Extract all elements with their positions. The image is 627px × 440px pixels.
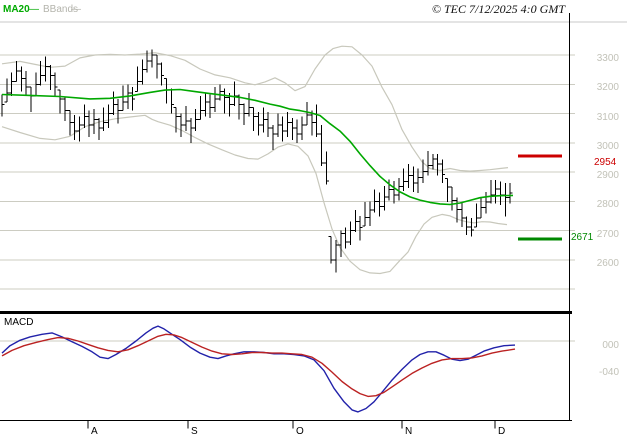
price-axis-label: 3000: [596, 140, 619, 152]
price-axis-label: 3200: [596, 82, 619, 94]
month-label: S: [191, 426, 198, 437]
price-axis-label: 2800: [596, 199, 619, 211]
price-axis-label: 3100: [596, 111, 619, 123]
macd-panel-title: MACD: [4, 317, 34, 328]
ma20-line: [1, 88, 514, 206]
macd-signal-line: [1, 333, 516, 398]
month-label: A: [91, 426, 98, 437]
price-axis-label: 2700: [596, 228, 619, 240]
price-axis-label: 3300: [596, 53, 619, 64]
month-label: D: [498, 426, 506, 437]
legend-bbands-swatch: —: [71, 4, 81, 15]
copyright-text: © TEC 7/12/2025 4:0 GMT: [431, 2, 565, 16]
month-label: N: [405, 426, 413, 437]
legend-bbands-label: BBands: [43, 4, 79, 15]
price-axis-label: 2900: [596, 170, 619, 181]
macd-axis-label: 000: [602, 340, 619, 351]
support-level-label: 2671: [571, 232, 594, 243]
price-axis-label: 2600: [596, 257, 619, 269]
macd-axis-label: -040: [598, 367, 619, 378]
month-label: O: [296, 426, 304, 437]
legend-ma20-label: MA20: [3, 4, 30, 15]
bollinger-upper-band: [1, 45, 509, 172]
macd-macd-line: [1, 325, 516, 413]
resistance-level-label: 2954: [594, 157, 617, 168]
legend-ma20-swatch: —: [29, 4, 39, 15]
bollinger-lower-band: [1, 114, 508, 275]
